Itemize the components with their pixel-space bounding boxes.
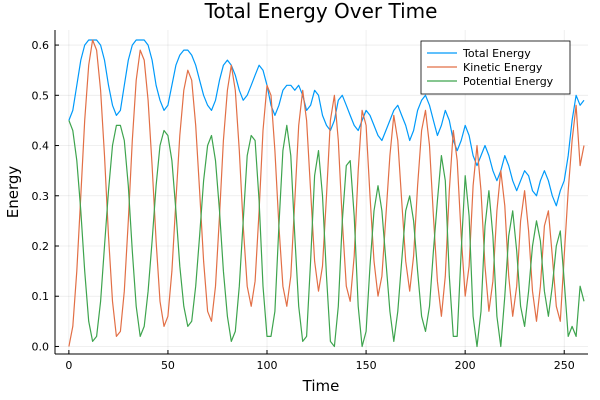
legend-label-total: Total Energy bbox=[462, 47, 531, 60]
y-tick-label: 0.5 bbox=[32, 89, 50, 102]
y-tick-label: 0.3 bbox=[32, 190, 50, 203]
y-axis-label: Energy bbox=[4, 166, 22, 219]
potential-energy-line bbox=[68, 120, 585, 348]
x-tick-label: 150 bbox=[356, 359, 377, 372]
y-ticks: 0.0 0.1 0.2 0.3 0.4 0.5 0.6 bbox=[32, 39, 59, 353]
kinetic-energy-line bbox=[68, 39, 585, 347]
x-tick-label: 100 bbox=[257, 359, 278, 372]
y-tick-label: 0.4 bbox=[32, 140, 50, 153]
y-tick-label: 0.6 bbox=[32, 39, 50, 52]
legend: Total Energy Kinetic Energy Potential En… bbox=[420, 40, 571, 95]
x-tick-label: 250 bbox=[554, 359, 575, 372]
chart-title: Total Energy Over Time bbox=[204, 0, 438, 23]
x-tick-label: 200 bbox=[455, 359, 476, 372]
y-tick-label: 0.1 bbox=[32, 290, 50, 303]
total-energy-line bbox=[68, 39, 585, 207]
x-tick-label: 50 bbox=[161, 359, 175, 372]
series-lines bbox=[68, 39, 585, 348]
y-tick-label: 0.2 bbox=[32, 240, 50, 253]
x-axis-label: Time bbox=[302, 377, 340, 395]
legend-label-potential: Potential Energy bbox=[463, 75, 554, 88]
x-ticks: 0 50 100 150 200 250 bbox=[65, 350, 575, 372]
legend-label-kinetic: Kinetic Energy bbox=[463, 61, 543, 74]
x-tick-label: 0 bbox=[65, 359, 72, 372]
y-tick-label: 0.0 bbox=[32, 340, 50, 353]
